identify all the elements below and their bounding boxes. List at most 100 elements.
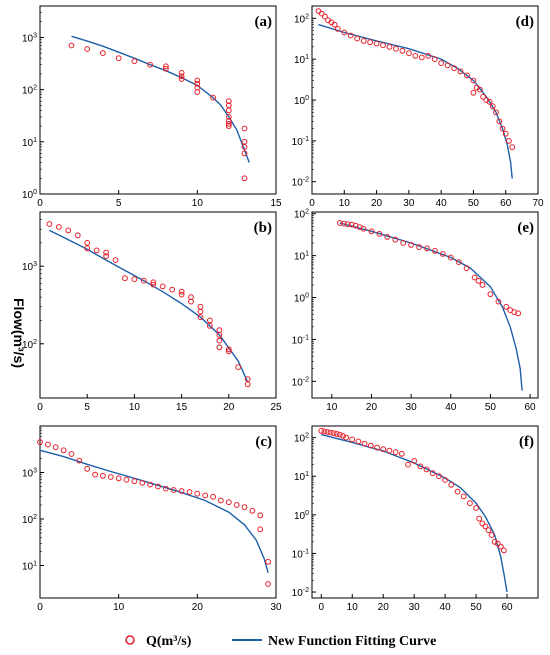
data-point <box>76 457 83 464</box>
data-point <box>115 475 122 482</box>
data-point <box>431 56 438 62</box>
panel-d-label: (d) <box>516 14 534 30</box>
panel-f: 0 10 20 30 40 50 60 10-2 10-1 100 101 102 (f) <box>292 425 539 613</box>
legend-points-marker <box>125 635 135 645</box>
data-point <box>249 507 256 514</box>
data-point <box>225 123 232 129</box>
data-point <box>107 474 114 480</box>
data-point <box>486 99 493 105</box>
panel-b-label: (b) <box>254 220 272 236</box>
panel-c-frame <box>39 425 277 599</box>
x-tick-label: 0 <box>37 402 43 413</box>
data-point <box>194 89 201 95</box>
x-tick-label: 70 <box>532 198 544 209</box>
data-point <box>178 288 185 295</box>
data-point <box>416 244 423 251</box>
y-tick-label: 101 <box>294 54 309 66</box>
data-point <box>439 251 446 257</box>
y-tick-label: 100 <box>294 95 309 107</box>
data-point <box>503 303 510 310</box>
data-point <box>257 526 264 533</box>
y-tick-label: 102 <box>294 13 309 25</box>
data-point <box>506 138 512 144</box>
data-point <box>216 337 223 344</box>
data-point <box>349 436 356 443</box>
data-point <box>354 35 361 42</box>
data-point <box>84 245 91 252</box>
data-point <box>186 489 193 495</box>
data-point <box>417 463 424 470</box>
data-point <box>425 53 432 59</box>
fitting-curve <box>318 23 513 179</box>
x-tick-label: 20 <box>223 402 235 413</box>
data-point <box>93 247 100 254</box>
x-tick-label: 25 <box>270 402 282 413</box>
data-point <box>324 429 331 435</box>
data-point <box>115 55 122 62</box>
x-tick-label: 10 <box>113 602 125 613</box>
x-tick-label: 10 <box>326 402 338 413</box>
data-point <box>355 438 362 445</box>
y-tick-label: 10-1 <box>292 334 309 346</box>
data-point <box>491 538 498 545</box>
panel-a: 0 5 10 15 100 101 102 103 (a) <box>22 5 282 209</box>
data-point <box>460 493 467 500</box>
data-point <box>92 471 98 478</box>
fitting-curve <box>71 35 250 163</box>
data-point <box>464 72 470 79</box>
data-point <box>475 278 482 284</box>
data-point <box>74 232 81 239</box>
data-point <box>331 21 338 28</box>
data-point <box>444 62 451 69</box>
data-point <box>489 103 496 110</box>
y-tick-label: 102 <box>294 209 309 221</box>
data-point <box>470 77 477 84</box>
data-point <box>398 450 405 457</box>
data-point <box>337 431 343 438</box>
data-point <box>367 39 374 46</box>
data-point <box>84 240 91 246</box>
data-point <box>233 502 240 508</box>
data-point <box>360 38 367 44</box>
data-point <box>155 483 161 490</box>
data-point <box>188 298 194 305</box>
data-point <box>400 240 407 246</box>
x-tick-label: 10 <box>347 602 359 613</box>
y-tick-label: 100 <box>294 510 309 522</box>
data-point <box>112 257 119 264</box>
data-point <box>386 447 393 454</box>
data-point <box>480 93 487 100</box>
data-point <box>341 29 348 36</box>
data-point <box>37 439 43 446</box>
x-tick-label: 5 <box>116 198 122 209</box>
panel-e: 10 20 30 40 50 60 10-2 10-1 100 101 102 (e) <box>292 209 539 413</box>
data-point <box>376 231 383 237</box>
data-point <box>321 428 328 435</box>
data-point <box>163 65 169 72</box>
data-point <box>334 26 341 32</box>
x-tick-label: 20 <box>366 402 378 413</box>
data-point <box>330 430 337 437</box>
data-point <box>463 265 470 272</box>
panel-e-label: (e) <box>517 220 534 236</box>
data-point <box>139 479 146 486</box>
data-point <box>244 381 251 388</box>
data-point <box>163 63 169 70</box>
y-tick-label: 101 <box>22 137 37 149</box>
data-point <box>169 286 176 293</box>
data-point <box>515 310 522 317</box>
data-point <box>482 523 489 530</box>
data-point <box>68 42 75 49</box>
data-point <box>373 40 380 47</box>
x-tick-label: 0 <box>37 198 43 209</box>
data-point <box>487 291 494 298</box>
data-point <box>178 488 185 494</box>
y-tick-label: 10-2 <box>292 376 309 388</box>
data-point <box>451 65 458 72</box>
data-point <box>412 53 419 59</box>
data-point <box>56 224 62 230</box>
data-point <box>207 323 213 329</box>
x-tick-label: 10 <box>192 198 204 209</box>
data-point <box>496 118 503 125</box>
panel-e-frame <box>311 211 539 399</box>
